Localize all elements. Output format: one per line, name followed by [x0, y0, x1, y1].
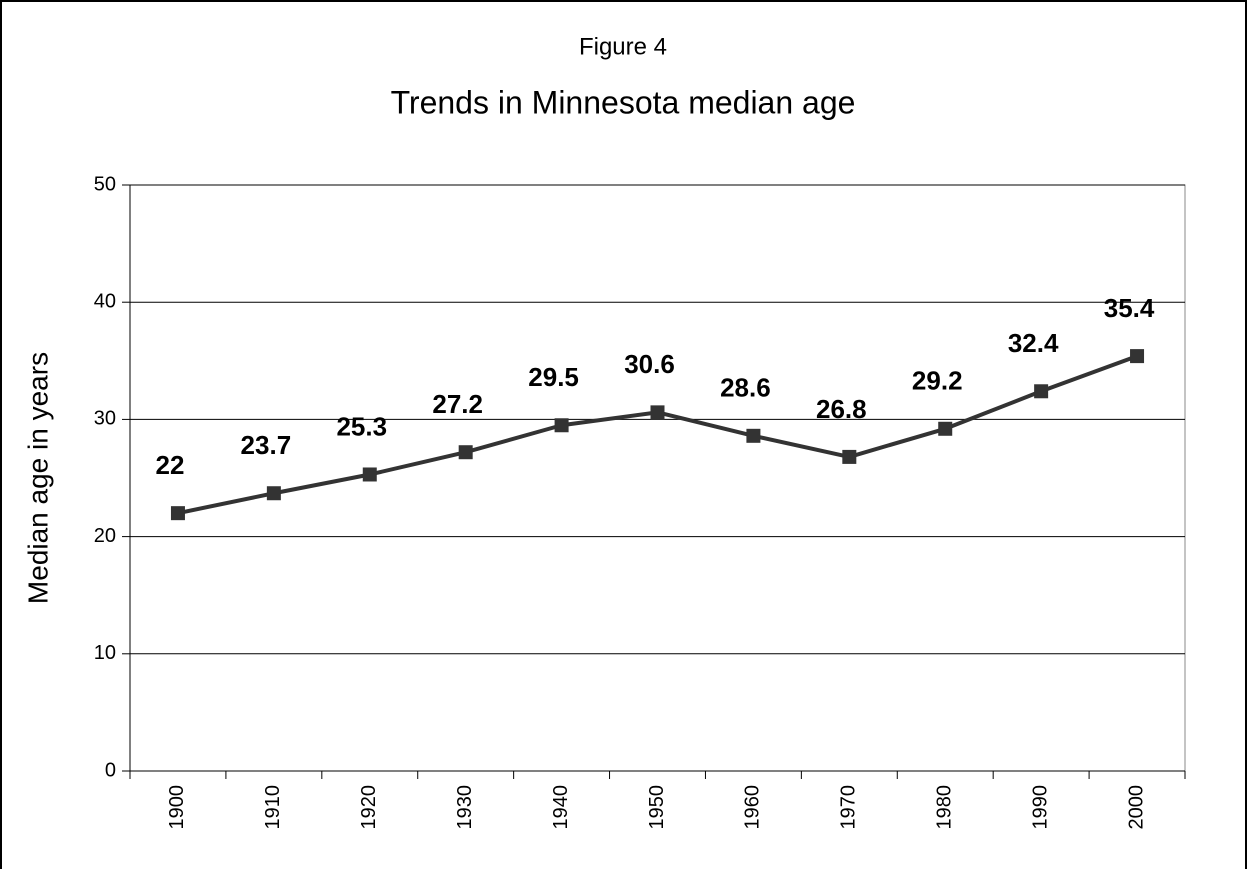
y-tick-label: 40 — [94, 290, 116, 312]
y-tick-label: 50 — [94, 173, 116, 195]
x-tick-label: 1970 — [838, 785, 860, 830]
data-marker — [362, 467, 377, 482]
data-label: 23.7 — [241, 430, 292, 460]
data-label: 22 — [155, 450, 184, 480]
data-label: 35.4 — [1104, 293, 1155, 323]
y-tick-label: 10 — [94, 642, 116, 664]
x-tick-label: 1930 — [454, 785, 476, 830]
data-label: 29.5 — [528, 362, 579, 392]
x-tick-label: 1960 — [742, 785, 764, 830]
data-label: 25.3 — [336, 411, 387, 441]
chart-subtitle: Trends in Minnesota median age — [391, 84, 856, 120]
x-tick-label: 1900 — [166, 785, 188, 830]
data-label: 32.4 — [1008, 328, 1059, 358]
y-tick-label: 30 — [94, 408, 116, 430]
data-marker — [938, 421, 953, 436]
x-tick-label: 1920 — [358, 785, 380, 830]
data-label: 28.6 — [720, 373, 771, 403]
data-label: 30.6 — [624, 349, 675, 379]
data-marker — [266, 486, 281, 501]
data-label: 27.2 — [432, 389, 483, 419]
data-marker — [650, 405, 665, 420]
data-marker — [458, 445, 473, 460]
data-label: 26.8 — [816, 394, 867, 424]
data-marker — [170, 506, 185, 521]
chart-title: Figure 4 — [579, 33, 667, 60]
y-tick-label: 0 — [105, 759, 116, 781]
data-marker — [1034, 384, 1049, 399]
x-tick-label: 1980 — [934, 785, 956, 830]
data-marker — [1130, 349, 1145, 364]
data-marker — [554, 418, 569, 433]
y-tick-label: 20 — [94, 525, 116, 547]
y-axis-label: Median age in years — [22, 352, 53, 604]
x-tick-label: 1910 — [262, 785, 284, 830]
x-tick-label: 1990 — [1029, 785, 1051, 830]
data-marker — [842, 449, 857, 464]
data-label: 29.2 — [912, 366, 963, 396]
x-tick-label: 2000 — [1125, 785, 1147, 830]
data-marker — [746, 428, 761, 443]
x-tick-label: 1940 — [550, 785, 572, 830]
x-tick-label: 1950 — [646, 785, 668, 830]
